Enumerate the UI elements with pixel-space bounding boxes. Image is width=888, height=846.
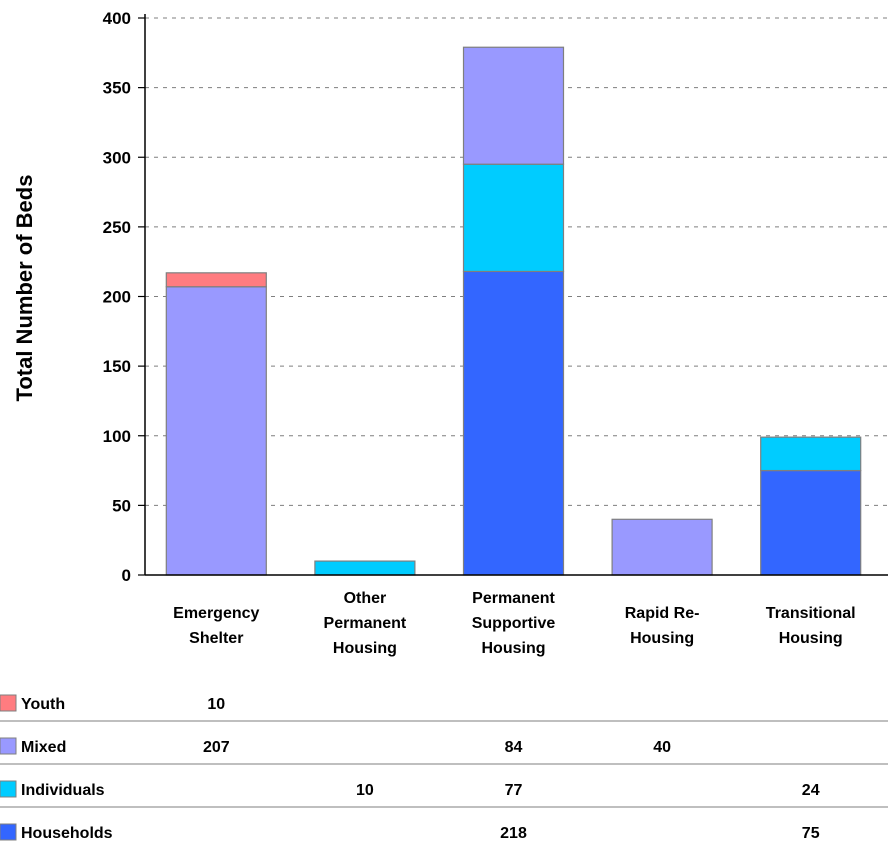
category-label: Rapid Re- <box>625 605 700 622</box>
y-tick-label: 300 <box>103 148 131 167</box>
legend-label: Youth <box>21 696 65 713</box>
bars <box>165 46 862 576</box>
y-tick-labels: 0 50 100 150 200 250 300 350 400 <box>103 9 131 585</box>
category-label: Supportive <box>472 615 556 632</box>
category-label: Housing <box>630 630 694 647</box>
category-label: Permanent <box>324 615 407 632</box>
category-label: Transitional <box>766 605 856 622</box>
y-tick-label: 0 <box>122 566 131 585</box>
data-label: 24 <box>802 782 820 799</box>
bar-segment <box>760 469 862 576</box>
y-tick-label: 250 <box>103 218 131 237</box>
y-tick-label: 350 <box>103 79 131 98</box>
category-label: Permanent <box>472 590 555 607</box>
bar-segment <box>611 518 713 576</box>
category-label: Emergency <box>173 605 259 622</box>
bar-segment <box>165 286 267 576</box>
legend-swatch <box>0 823 17 841</box>
y-tick-label: 50 <box>112 496 131 515</box>
legend-swatch <box>0 780 17 798</box>
y-tick-label: 400 <box>103 9 131 28</box>
y-tick-label: 150 <box>103 357 131 376</box>
data-table: Youth 10 Mixed 207 84 40 Individuals 10 77 24 Hous… <box>0 694 888 842</box>
y-tick-label: 100 <box>103 427 131 446</box>
category-labels: Emergency Shelter Other Permanent Housing Per… <box>173 590 855 657</box>
bar-segment <box>462 270 565 576</box>
category-label: Shelter <box>189 630 243 647</box>
category-label: Other <box>344 590 387 607</box>
data-label: 10 <box>207 696 225 713</box>
data-label: 218 <box>500 825 527 842</box>
legend-label: Mixed <box>21 739 66 756</box>
y-tick-label: 200 <box>103 288 131 307</box>
legend-swatch <box>0 694 17 712</box>
legend-label: Households <box>21 825 113 842</box>
bar-segment <box>165 272 267 288</box>
bar-segment <box>462 163 565 273</box>
y-axis-label: Total Number of Beds <box>12 175 37 402</box>
category-label: Housing <box>779 630 843 647</box>
data-label: 10 <box>356 782 374 799</box>
category-label: Housing <box>333 640 397 657</box>
legend-label: Individuals <box>21 782 105 799</box>
legend-swatch <box>0 737 17 755</box>
bar-segment <box>760 436 862 472</box>
data-label: 75 <box>802 825 820 842</box>
data-label: 84 <box>505 739 523 756</box>
bar-segment <box>462 46 565 165</box>
data-label: 207 <box>203 739 230 756</box>
axes <box>144 14 888 576</box>
category-label: Housing <box>482 640 546 657</box>
data-label: 40 <box>653 739 671 756</box>
bar-segment <box>314 560 416 576</box>
data-label: 77 <box>505 782 523 799</box>
